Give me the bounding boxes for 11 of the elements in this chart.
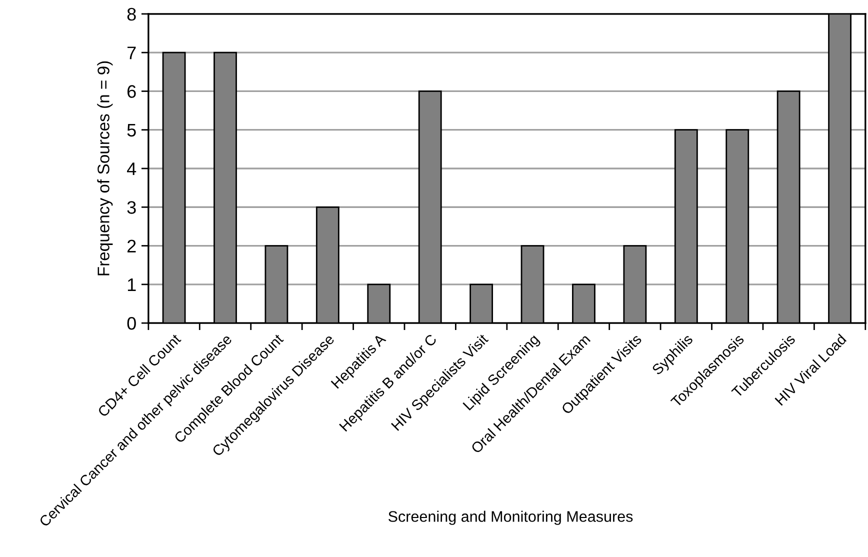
- y-axis-title: Frequency of Sources (n = 9): [97, 61, 113, 276]
- y-tick-label: 3: [127, 201, 136, 214]
- y-tick-label: 4: [126, 162, 136, 176]
- x-axis-title: Screening and Monitoring Measures: [388, 510, 633, 525]
- y-tick-label: 8: [127, 8, 136, 21]
- y-tick-label: 2: [127, 240, 136, 252]
- y-tick-label: 5: [127, 124, 136, 137]
- y-tick-label: 7: [128, 46, 136, 60]
- y-tick-label: 6: [128, 85, 136, 98]
- y-tick-label: 1: [128, 278, 136, 291]
- y-tick-label: 0: [127, 316, 136, 330]
